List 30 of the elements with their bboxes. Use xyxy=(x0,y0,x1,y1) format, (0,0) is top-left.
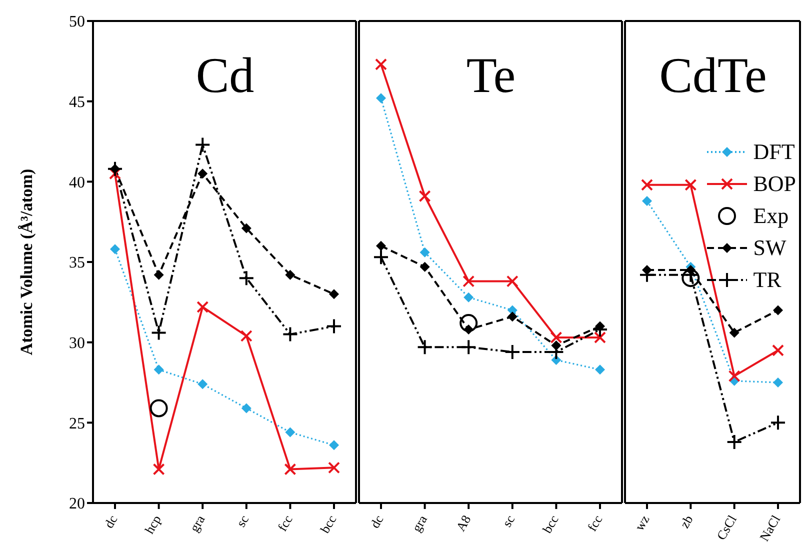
x-tick-label: zb xyxy=(676,512,696,531)
legend-label: SW xyxy=(753,235,786,261)
x-tick-label: dc xyxy=(101,512,120,531)
x-tick-label: bcc xyxy=(317,512,340,536)
x-tick-label: sc xyxy=(233,512,252,530)
x-tick-label: A8 xyxy=(452,512,474,534)
x-tick-label: gra xyxy=(408,512,430,534)
y-tick-label: 20 xyxy=(69,496,85,513)
x-tick-label: sc xyxy=(499,512,518,530)
legend-label: TR xyxy=(753,267,782,293)
text: CdTe xyxy=(658,47,768,103)
y-tick-label: 50 xyxy=(69,14,85,31)
text: Cd xyxy=(194,47,256,103)
y-tick-label: 25 xyxy=(69,415,85,432)
legend-label: DFT xyxy=(753,139,795,165)
x-tick-label: dc xyxy=(367,512,386,531)
text: Te xyxy=(465,47,517,103)
x-tick-label: gra xyxy=(186,512,208,534)
y-axis-title: Atomic Volume (Å³/atom) xyxy=(17,168,36,356)
x-tick-label: bcc xyxy=(539,512,562,536)
y-tick-label: 35 xyxy=(69,254,85,272)
y-tick-label: 30 xyxy=(69,335,85,352)
x-tick-label: fcc xyxy=(274,512,296,534)
y-tick-label: 45 xyxy=(69,94,85,112)
x-tick-label: fcc xyxy=(584,512,606,534)
y-tick-label: 40 xyxy=(69,174,85,192)
x-tick-label: wz xyxy=(632,512,652,534)
x-tick-label: hcp xyxy=(142,512,164,536)
legend-label: Exp xyxy=(753,203,789,229)
legend-label: BOP xyxy=(753,171,796,197)
